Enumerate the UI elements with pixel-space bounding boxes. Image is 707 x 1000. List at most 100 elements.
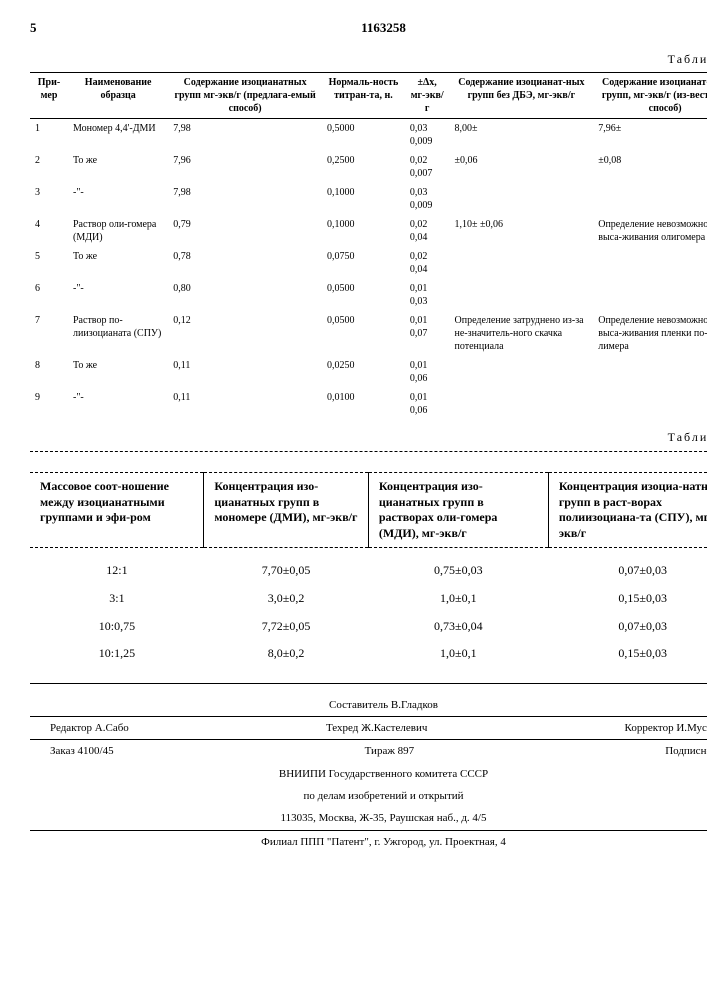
table-row: 10:0,757,72±0,050,73±0,040,07±0,03: [30, 613, 707, 641]
table-cell: 7,70±0,05: [204, 548, 368, 585]
table-cell: 8,0±0,2: [204, 640, 368, 668]
table-cell: 8,00±: [450, 119, 594, 152]
table-cell: 0,01 0,06: [405, 356, 450, 388]
table-cell: 0,02 0,04: [405, 215, 450, 247]
table-cell: 0,02 0,007: [405, 151, 450, 183]
table-cell: [450, 388, 594, 420]
table-cell: [450, 279, 594, 311]
table-cell: 0,2500: [322, 151, 405, 183]
t1-col6: Содержание изоцианат-ных групп, мг-экв/г…: [593, 73, 707, 119]
table-cell: ±0,08: [593, 151, 707, 183]
footer: Составитель В.Гладков Редактор А.Сабо Те…: [30, 694, 707, 853]
table-cell: Раствор по-лиизоцианата (СПУ): [68, 311, 168, 356]
t2-col3: Концентрация изоциа-натных групп в раст-…: [548, 473, 707, 548]
table-cell: 1,0±0,1: [368, 640, 548, 668]
table-cell: 7,98: [168, 183, 322, 215]
footer-circulation: Тираж 897: [365, 744, 415, 758]
table-cell: 3: [30, 183, 68, 215]
table-row: 3:13,0±0,21,0±0,10,15±0,03: [30, 585, 707, 613]
footer-subscription: Подписное: [665, 744, 707, 758]
table-cell: [450, 356, 594, 388]
table-cell: 0,01 0,06: [405, 388, 450, 420]
table-cell: [593, 247, 707, 279]
t1-col3: Нормаль-ность титран-та, н.: [322, 73, 405, 119]
table-cell: 2: [30, 151, 68, 183]
table-cell: 0,78: [168, 247, 322, 279]
t1-col0: При-мер: [30, 73, 68, 119]
table-cell: 1,0±0,1: [368, 585, 548, 613]
page-center: 1163258: [361, 20, 406, 37]
table-cell: Определение невозможно из-за выса-живани…: [593, 215, 707, 247]
table-cell: То же: [68, 247, 168, 279]
table-cell: 6: [30, 279, 68, 311]
table-cell: 7,98: [168, 119, 322, 152]
table-cell: 8: [30, 356, 68, 388]
table-row: 1Мономер 4,4'-ДМИ7,980,50000,03 0,0098,0…: [30, 119, 707, 152]
table-cell: 0,79: [168, 215, 322, 247]
table-cell: 4: [30, 215, 68, 247]
table-cell: 10:0,75: [30, 613, 204, 641]
table-cell: 0,03 0,009: [405, 119, 450, 152]
table-cell: 0,12: [168, 311, 322, 356]
table-cell: -"-: [68, 279, 168, 311]
table-cell: 0,80: [168, 279, 322, 311]
table-cell: 0,0250: [322, 356, 405, 388]
table-cell: То же: [68, 356, 168, 388]
table-cell: 3:1: [30, 585, 204, 613]
table-cell: [450, 247, 594, 279]
table-cell: 1: [30, 119, 68, 152]
table-cell: 0,11: [168, 356, 322, 388]
table-cell: 1,10± ±0,06: [450, 215, 594, 247]
table-cell: 0,0500: [322, 279, 405, 311]
table-cell: [593, 356, 707, 388]
table-cell: 7: [30, 311, 68, 356]
table-cell: 0,01 0,03: [405, 279, 450, 311]
table-row: 3-"-7,980,10000,03 0,009: [30, 183, 707, 215]
table-cell: Мономер 4,4'-ДМИ: [68, 119, 168, 152]
table-cell: 0,15±0,03: [548, 585, 707, 613]
table-cell: Раствор оли-гомера (МДИ): [68, 215, 168, 247]
footer-compiler: Составитель В.Гладков: [30, 694, 707, 716]
footer-address: 113035, Москва, Ж-35, Раушская наб., д. …: [30, 807, 707, 829]
t1-col4: ±Δх, мг-экв/г: [405, 73, 450, 119]
table-cell: 3,0±0,2: [204, 585, 368, 613]
table-cell: 0,07±0,03: [548, 548, 707, 585]
table-cell: 9: [30, 388, 68, 420]
table-cell: [593, 183, 707, 215]
footer-order: Заказ 4100/45: [50, 744, 114, 758]
table-cell: 0,75±0,03: [368, 548, 548, 585]
t2-col0: Массовое соот-ношение между изоцианатным…: [30, 473, 204, 548]
table-row: 10:1,258,0±0,21,0±0,10,15±0,03: [30, 640, 707, 668]
footer-corrector: Корректор И.Муска: [625, 721, 707, 735]
table-row: 12:17,70±0,050,75±0,030,07±0,03: [30, 548, 707, 585]
table-cell: 0,03 0,009: [405, 183, 450, 215]
table-cell: 7,72±0,05: [204, 613, 368, 641]
table-cell: 12:1: [30, 548, 204, 585]
table-cell: 7,96±: [593, 119, 707, 152]
table-row: 8То же0,110,02500,01 0,06: [30, 356, 707, 388]
table-cell: 0,5000: [322, 119, 405, 152]
footer-org2: по делам изобретений и открытий: [30, 785, 707, 807]
table-cell: ±0,06: [450, 151, 594, 183]
table-cell: 0,01 0,07: [405, 311, 450, 356]
table-cell: -"-: [68, 388, 168, 420]
table-cell: Определение невозможно из-за выса-живани…: [593, 311, 707, 356]
table-row: 7Раствор по-лиизоцианата (СПУ)0,120,0500…: [30, 311, 707, 356]
table-row: 5То же0,780,07500,02 0,04: [30, 247, 707, 279]
t1-col5: Содержание изоцианат-ных групп без ДБЭ, …: [450, 73, 594, 119]
table-cell: 5: [30, 247, 68, 279]
page-left: 5: [30, 20, 37, 37]
table-cell: [593, 388, 707, 420]
footer-techred: Техред Ж.Кастелевич: [326, 721, 427, 735]
table1: При-мер Наименование образца Содержание …: [30, 72, 707, 420]
page-header: 5 1163258 6: [30, 20, 707, 37]
table2: Массовое соот-ношение между изоцианатным…: [30, 472, 707, 668]
table-cell: 10:1,25: [30, 640, 204, 668]
t1-col1: Наименование образца: [68, 73, 168, 119]
table-cell: [450, 183, 594, 215]
table2-label: Таблица 2: [30, 430, 707, 446]
table-row: 6-"-0,800,05000,01 0,03: [30, 279, 707, 311]
table-cell: -"-: [68, 183, 168, 215]
table-cell: 0,0100: [322, 388, 405, 420]
table-cell: 0,07±0,03: [548, 613, 707, 641]
